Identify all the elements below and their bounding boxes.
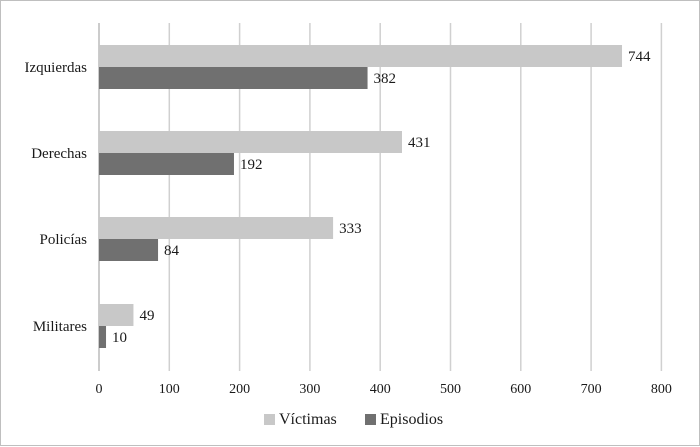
bar-episodios <box>99 67 368 89</box>
data-label: 84 <box>164 243 180 259</box>
legend: Víctimas Episodios <box>264 411 443 428</box>
category-label: Izquierdas <box>25 60 88 76</box>
data-label: 744 <box>628 49 651 65</box>
x-tick-label: 800 <box>651 382 672 397</box>
category-label: Policías <box>40 232 88 248</box>
x-tick-label: 700 <box>581 382 602 397</box>
legend-label: Víctimas <box>279 411 337 428</box>
data-label: 49 <box>139 308 154 324</box>
bar-victimas <box>99 217 334 239</box>
bars <box>99 45 623 348</box>
x-tick-label: 400 <box>370 382 391 397</box>
x-tick-label: 200 <box>229 382 250 397</box>
bar-episodios <box>99 239 159 261</box>
bar-episodios <box>99 153 234 175</box>
category-label: Militares <box>33 319 87 335</box>
legend-swatch <box>365 414 376 425</box>
legend-swatch <box>264 414 275 425</box>
data-label: 192 <box>240 157 263 173</box>
x-tick-label: 300 <box>299 382 320 397</box>
bar-victimas <box>99 304 134 326</box>
bar-victimas <box>99 45 623 67</box>
data-label: 382 <box>374 71 397 87</box>
labels: 0 100 200 300 400 500 600 700 800 Izquierdas Derec… <box>25 49 672 397</box>
data-label: 10 <box>112 330 127 346</box>
x-tick-label: 600 <box>510 382 531 397</box>
x-tick-label: 0 <box>96 382 103 397</box>
data-label: 431 <box>408 135 431 151</box>
bar-victimas <box>99 131 402 153</box>
data-label: 333 <box>339 221 362 237</box>
category-label: Derechas <box>31 146 87 162</box>
x-tick-label: 500 <box>440 382 461 397</box>
bar-episodios <box>99 326 107 348</box>
legend-label: Episodios <box>380 411 443 428</box>
x-tick-label: 100 <box>159 382 180 397</box>
